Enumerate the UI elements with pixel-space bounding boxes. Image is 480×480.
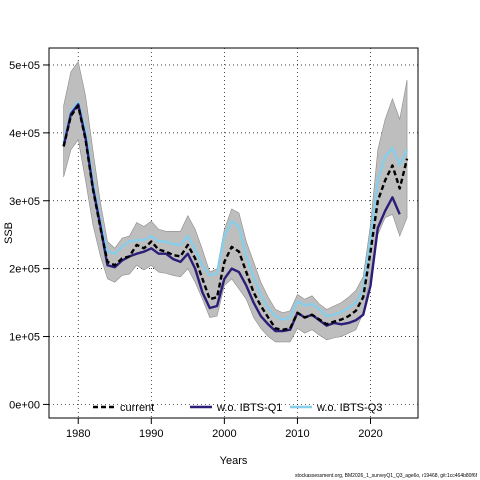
- y-axis-title: SSB: [3, 222, 15, 244]
- legend: current w.o. IBTS-Q1 w.o. IBTS-Q3: [93, 402, 382, 414]
- confidence-band-area: [63, 60, 408, 343]
- x-tick-label-0: 1980: [66, 428, 90, 440]
- footnote: stockassessment.org, BM2026_1_surveyQ1_Q…: [295, 473, 478, 479]
- y-tick-label-5: 5e+05: [9, 60, 40, 72]
- series-line-2: [62, 101, 409, 321]
- x-tick-label-4: 2020: [358, 428, 382, 440]
- x-axis: 1980 1990 2000 2010 2020: [66, 418, 383, 440]
- y-tick-label-4: 4e+05: [9, 128, 40, 140]
- x-axis-title: Years: [220, 455, 248, 467]
- y-tick-label-2: 2e+05: [9, 264, 40, 276]
- plot-frame: [48, 47, 419, 419]
- y-tick-label-1: 1e+05: [9, 332, 40, 344]
- x-tick-label-3: 2010: [285, 428, 309, 440]
- series-line-0: [62, 104, 409, 331]
- series-line-1: [62, 103, 401, 333]
- x-tick-label-1: 1990: [139, 428, 163, 440]
- legend-label-0: current: [120, 402, 154, 414]
- y-tick-label-3: 3e+05: [9, 196, 40, 208]
- confidence-band: [63, 60, 408, 343]
- x-tick-label-2: 2000: [212, 428, 236, 440]
- y-tick-label-0: 0e+00: [9, 399, 40, 411]
- legend-label-1: w.o. IBTS-Q1: [216, 402, 282, 414]
- legend-label-2: w.o. IBTS-Q3: [316, 402, 382, 414]
- series-lines: [62, 101, 409, 333]
- y-axis: 0e+00 1e+05 2e+05 3e+05 4e+05 5e+05: [9, 60, 49, 411]
